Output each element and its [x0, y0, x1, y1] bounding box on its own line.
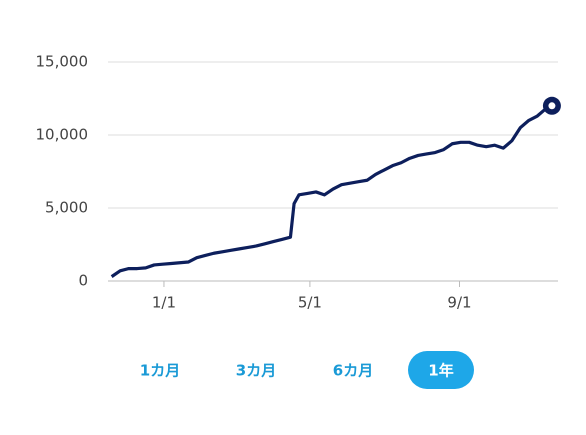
y-tick-label: 5,000: [45, 199, 88, 217]
x-tick-label: 5/1: [298, 294, 322, 312]
y-tick-label: 15,000: [36, 53, 89, 71]
end-marker-dot: [548, 102, 556, 110]
y-tick-label: 10,000: [36, 126, 89, 144]
range-button[interactable]: 6カ月: [333, 362, 373, 380]
x-tick-label: 1/1: [152, 294, 176, 312]
range-button-bg[interactable]: [408, 351, 474, 389]
price-line: [110, 104, 553, 278]
range-button[interactable]: 1年: [428, 362, 453, 380]
y-tick-label: 0: [78, 272, 88, 290]
x-tick-label: 9/1: [447, 294, 471, 312]
range-button[interactable]: 3カ月: [236, 362, 276, 380]
range-button[interactable]: 1カ月: [140, 362, 180, 380]
